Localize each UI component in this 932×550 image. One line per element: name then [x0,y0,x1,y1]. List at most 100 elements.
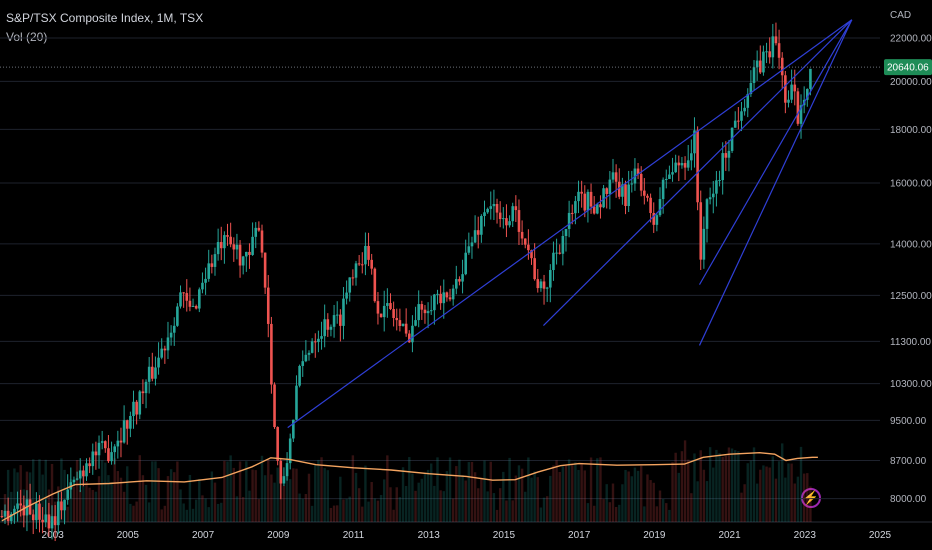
candle-body [357,263,361,265]
volume-bar [75,460,79,522]
candle-body [103,441,107,449]
candle-body [520,231,524,239]
y-tick-label: 16000.00 [890,179,932,190]
volume-bar [734,450,737,522]
candle-body [740,111,743,121]
candle-body [686,160,690,168]
flash-icon[interactable]: ⚡ [801,488,821,508]
volume-bar [458,459,461,522]
candle-body [313,341,317,343]
candle-body [661,179,665,200]
volume-bar [784,477,787,522]
candle-body [671,172,674,175]
candle-body [386,303,389,306]
candle-body [295,385,298,420]
volume-bar [188,474,192,522]
volume-bar [602,499,605,522]
volume-indicator-label[interactable]: Vol (20) [6,30,48,44]
candle-body [335,314,339,316]
candle-body [542,281,546,289]
volume-bar [727,447,731,522]
candle-body [35,503,38,521]
candle-body [809,68,812,89]
candle-body [589,191,593,207]
volume-bar [254,470,257,522]
candle-body [489,206,493,209]
volume-bar [677,472,681,522]
candle-body [552,252,555,271]
candle-body [746,94,750,108]
volume-bar [339,476,342,522]
candle-body [204,278,207,283]
trendline [287,19,853,429]
last-price-tag [884,59,932,76]
candle-body [238,244,242,266]
volume-bar [545,496,549,522]
candle-body [53,516,57,526]
volume-ma-line [1,451,818,522]
volume-bar [386,455,389,522]
candle-body [621,184,624,197]
candle-body [6,510,10,521]
volume-bar [668,509,671,522]
x-tick-label: 2021 [718,530,741,541]
volume-bar [285,473,289,522]
volume-bar [79,489,82,522]
candle-body [188,300,192,307]
candle-body [495,203,499,213]
volume-bar [445,471,449,522]
volume-bar [223,460,226,522]
candle-body [765,51,768,53]
candle-body [270,323,273,385]
candle-body [179,292,182,307]
candle-body [423,309,427,314]
volume-bar [489,461,492,522]
candle-body [97,442,101,456]
candle-body [771,36,775,58]
volume-bar [107,475,110,522]
volume-bar [210,471,214,522]
candle-body [705,199,709,229]
candle-body [505,218,508,226]
candle-body [223,235,226,249]
candle-body [733,120,737,128]
volume-bar [781,443,784,522]
candle-body [292,419,295,439]
volume-bar [238,461,242,522]
candle-body [407,333,411,343]
candle-body [135,401,138,415]
candle-body [282,476,286,484]
volume-bar [235,496,239,522]
volume-bar [176,461,179,522]
candle-body [586,191,590,211]
candle-body [461,274,464,282]
candle-body [63,499,66,511]
volume-bar [511,500,514,522]
volume-bar [627,471,630,522]
volume-bar [157,468,160,522]
volume-bar [229,455,232,522]
candle-body [796,91,800,124]
volume-bar [749,460,753,522]
volume-bar [263,475,267,522]
candle-body [577,191,580,202]
candle-body [160,348,164,358]
candle-body [549,270,552,288]
candle-body [592,206,596,214]
volume-bar [398,497,402,522]
volume-bar [126,466,129,522]
candle-body [82,470,85,477]
volume-bar [191,508,195,522]
candle-body [125,420,129,429]
volume-bar [495,509,499,522]
candle-body [608,179,612,194]
candle-body [122,420,126,443]
volume-bar [580,462,583,522]
volume-bar [154,461,157,522]
volume-bar [549,475,552,522]
trendline [542,19,853,326]
candle-body [677,162,681,166]
volume-bar [624,469,627,522]
candle-body [110,452,113,462]
